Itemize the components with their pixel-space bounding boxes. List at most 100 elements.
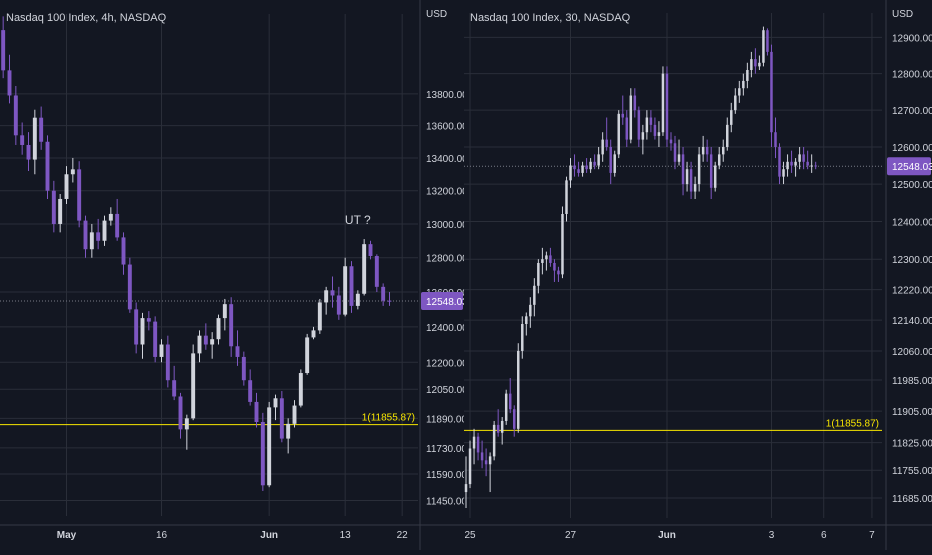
candle-body[interactable] xyxy=(810,165,813,167)
candle-body[interactable] xyxy=(121,237,126,265)
candle-body[interactable] xyxy=(472,436,476,449)
candle-body[interactable] xyxy=(766,30,769,52)
candle-body[interactable] xyxy=(153,321,158,357)
candle-body[interactable] xyxy=(476,436,480,453)
candle-body[interactable] xyxy=(525,316,528,324)
candle-body[interactable] xyxy=(774,132,777,147)
candle-body[interactable] xyxy=(605,139,608,147)
candle-body[interactable] xyxy=(701,146,705,155)
candle-body[interactable] xyxy=(573,165,576,170)
candle-body[interactable] xyxy=(222,304,227,319)
candle-body[interactable] xyxy=(197,335,202,354)
candle-body[interactable] xyxy=(798,154,801,162)
candle-body[interactable] xyxy=(689,169,693,192)
candle-body[interactable] xyxy=(581,165,584,173)
candle-body[interactable] xyxy=(565,180,568,214)
candle-body[interactable] xyxy=(216,318,221,340)
candle-body[interactable] xyxy=(504,393,508,421)
candle-body[interactable] xyxy=(184,418,189,430)
candle-body[interactable] xyxy=(754,59,757,67)
candlestick-chart-4h[interactable]: 1(11855.87) UT ? USD 11450.00 11590.00 11730.… xyxy=(0,0,468,550)
candle-body[interactable] xyxy=(649,117,653,125)
candle-body[interactable] xyxy=(273,398,278,408)
candle-body[interactable] xyxy=(730,110,733,125)
candle-body[interactable] xyxy=(26,144,31,160)
candle-body[interactable] xyxy=(529,304,532,317)
candle-body[interactable] xyxy=(665,73,669,140)
candle-body[interactable] xyxy=(521,323,524,351)
candle-body[interactable] xyxy=(254,401,259,423)
candle-body[interactable] xyxy=(317,302,322,331)
candle-body[interactable] xyxy=(492,424,496,457)
candle-body[interactable] xyxy=(726,124,729,147)
candle-body[interactable] xyxy=(165,344,170,381)
candle-body[interactable] xyxy=(705,146,709,155)
candle-body[interactable] xyxy=(374,256,379,287)
candle-body[interactable] xyxy=(633,95,637,111)
candle-body[interactable] xyxy=(553,262,556,271)
candle-body[interactable] xyxy=(381,286,386,301)
candle-body[interactable] xyxy=(235,346,240,357)
candle-body[interactable] xyxy=(362,244,367,294)
candle-body[interactable] xyxy=(115,213,120,238)
candle-body[interactable] xyxy=(508,393,512,410)
candle-body[interactable] xyxy=(349,266,354,306)
candle-body[interactable] xyxy=(806,161,809,166)
candle-body[interactable] xyxy=(697,154,701,185)
candle-body[interactable] xyxy=(713,165,717,188)
candle-body[interactable] xyxy=(709,154,713,188)
candle-body[interactable] xyxy=(127,264,132,310)
candle-body[interactable] xyxy=(267,407,272,486)
candle-body[interactable] xyxy=(336,295,341,315)
candle-body[interactable] xyxy=(468,448,472,485)
candle-body[interactable] xyxy=(537,262,540,286)
candle-body[interactable] xyxy=(609,146,612,173)
candle-body[interactable] xyxy=(159,344,164,357)
candle-body[interactable] xyxy=(814,165,817,167)
candle-body[interactable] xyxy=(203,335,208,345)
candle-body[interactable] xyxy=(738,88,741,96)
candle-body[interactable] xyxy=(786,161,789,170)
candle-body[interactable] xyxy=(330,290,335,296)
candle-body[interactable] xyxy=(355,293,360,306)
candle-body[interactable] xyxy=(782,169,785,177)
candle-body[interactable] xyxy=(669,139,673,144)
candle-body[interactable] xyxy=(597,154,600,166)
candle-body[interactable] xyxy=(557,270,560,275)
candle-body[interactable] xyxy=(178,396,183,430)
candle-body[interactable] xyxy=(146,318,151,322)
candle-body[interactable] xyxy=(172,380,177,397)
candle-body[interactable] xyxy=(108,213,113,221)
candle-body[interactable] xyxy=(58,198,63,224)
candle-body[interactable] xyxy=(545,255,548,260)
candle-body[interactable] xyxy=(541,259,544,263)
candle-body[interactable] xyxy=(387,300,392,302)
candle-body[interactable] xyxy=(657,132,661,136)
candle-body[interactable] xyxy=(746,70,749,81)
candle-body[interactable] xyxy=(637,110,641,140)
candle-body[interactable] xyxy=(292,405,297,424)
candle-body[interactable] xyxy=(585,165,588,170)
candle-body[interactable] xyxy=(742,80,745,89)
candle-body[interactable] xyxy=(210,339,215,345)
chart-pane-4h[interactable]: 1(11855.87) UT ? USD 11450.00 11590.00 11730.… xyxy=(0,0,468,550)
candle-body[interactable] xyxy=(685,169,689,185)
candle-body[interactable] xyxy=(77,169,82,221)
candle-body[interactable] xyxy=(681,154,685,185)
candle-body[interactable] xyxy=(721,146,725,155)
candle-body[interactable] xyxy=(20,135,25,145)
candle-body[interactable] xyxy=(45,141,50,191)
candle-body[interactable] xyxy=(96,232,101,241)
candle-body[interactable] xyxy=(561,213,564,275)
candle-body[interactable] xyxy=(778,146,781,177)
candle-body[interactable] xyxy=(517,350,520,429)
candle-body[interactable] xyxy=(1,30,6,71)
candle-body[interactable] xyxy=(311,330,316,338)
candle-body[interactable] xyxy=(134,309,139,345)
candle-body[interactable] xyxy=(368,244,373,257)
candle-body[interactable] xyxy=(770,51,773,133)
chart-pane-30m[interactable]: 1(11855.87) USD 11685.00 11755.00 11825.00 11… xyxy=(464,0,932,550)
candle-body[interactable] xyxy=(790,161,793,166)
candle-body[interactable] xyxy=(102,220,107,241)
candle-body[interactable] xyxy=(794,161,797,166)
